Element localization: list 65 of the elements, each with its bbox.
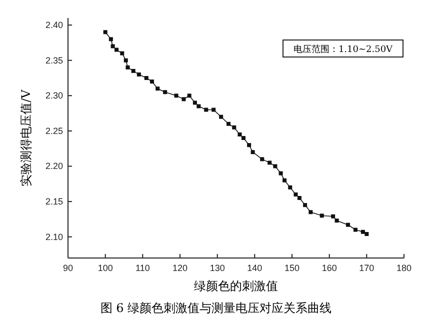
point [241,136,246,140]
point [288,185,292,190]
point [192,100,197,105]
point [268,160,272,165]
point [364,232,369,236]
point [103,30,108,34]
x-tick-label: 120 [172,263,188,273]
x-tick-label: 100 [98,263,113,273]
point [278,171,283,176]
point [294,192,298,196]
point [346,222,350,227]
x-tick-label: 180 [396,263,412,273]
y-tick-label: 2.30 [45,90,63,101]
point [136,72,141,76]
point [297,196,302,200]
point [226,122,231,126]
point [120,51,124,56]
point [219,114,224,119]
point [196,104,201,108]
point [108,37,113,42]
y-tick-label: 2.10 [45,232,63,242]
y-tick-label: 2.20 [45,161,63,172]
point [187,94,192,98]
point [308,210,313,214]
point [131,68,136,73]
point [273,164,278,168]
point [124,58,128,62]
point [163,90,168,94]
point [212,108,216,112]
point [144,76,148,80]
point [114,48,119,52]
point [303,203,308,208]
point [334,218,339,223]
point [260,157,264,162]
point [247,143,252,148]
y-tick-label: 2.15 [45,196,63,207]
y-tick-label: 2.35 [45,55,63,66]
point [110,44,115,48]
x-tick-label: 90 [62,263,74,273]
point [126,65,130,70]
point [282,178,287,182]
point [174,94,178,98]
x-tick-label: 130 [210,263,225,273]
point [238,132,242,136]
caption: 图 6 绿颜色刺激值与测量电压对应关系曲线 [100,301,332,315]
point [320,214,324,218]
y-axis-title: 实验测得电压值/V [19,89,33,186]
x-tick-label: 160 [322,263,337,273]
point [150,80,154,84]
annotation: 电压范围：1.10~2.50V [293,44,394,55]
point [204,108,208,112]
point [182,97,186,102]
point [331,214,336,218]
point [360,230,365,234]
x-tick-label: 150 [284,263,300,273]
x-tick-label: 140 [247,263,262,273]
y-tick-label: 2.25 [45,126,63,136]
x-tick-label: 170 [359,263,374,273]
x-axis-title: 绿颜色的刺激值 [194,279,278,293]
point [353,228,358,232]
y-tick-label: 2.40 [45,20,63,30]
point [232,125,236,130]
point [156,86,160,91]
x-tick-label: 110 [135,263,150,273]
point [250,150,255,154]
